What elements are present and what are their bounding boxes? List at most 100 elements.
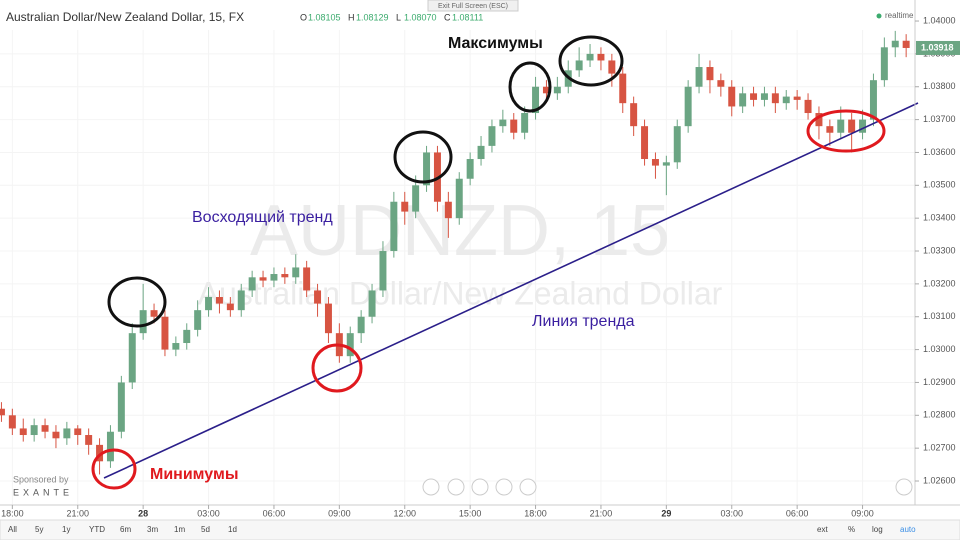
x-tick-label: 12:00 xyxy=(393,508,416,518)
candle-body xyxy=(837,119,845,133)
candle-body xyxy=(368,290,376,317)
min-circle xyxy=(806,109,886,153)
candle-body xyxy=(848,119,856,133)
option-button[interactable]: log xyxy=(872,525,883,534)
range-button[interactable]: 5y xyxy=(35,525,43,534)
candle-body xyxy=(106,431,114,462)
ohlc-value: 1.08129 xyxy=(356,12,389,22)
candle-body xyxy=(510,119,518,133)
candle-body xyxy=(608,60,616,74)
range-button[interactable]: 3m xyxy=(147,525,158,534)
candle-body xyxy=(172,343,180,350)
candle-body xyxy=(30,425,38,436)
candle-body xyxy=(869,80,877,120)
candle-body xyxy=(52,431,60,439)
x-tick-label: 15:00 xyxy=(459,508,482,518)
ohlc-label: C xyxy=(444,12,451,22)
range-button[interactable]: YTD xyxy=(89,525,105,534)
candle-body xyxy=(128,333,136,383)
candle-body xyxy=(717,80,725,87)
candle-body xyxy=(0,408,5,416)
option-button[interactable]: % xyxy=(848,525,855,534)
max-circle xyxy=(393,130,453,184)
range-button[interactable]: 6m xyxy=(120,525,131,534)
zoom-out[interactable] xyxy=(447,478,465,496)
y-tick-label: 1.03100 xyxy=(923,311,956,321)
candle-body xyxy=(804,99,812,114)
exit-button[interactable] xyxy=(427,0,519,12)
candle-body xyxy=(891,40,899,48)
option-button[interactable]: auto xyxy=(900,525,916,534)
y-tick-label: 1.02800 xyxy=(923,410,956,420)
scroll-left[interactable] xyxy=(422,478,440,496)
trend-line xyxy=(103,102,919,479)
y-tick-label: 1.03400 xyxy=(923,213,956,223)
candle-body xyxy=(880,47,888,81)
scroll-right[interactable] xyxy=(519,478,537,496)
x-tick-label: 29 xyxy=(661,508,671,518)
candle-body xyxy=(85,435,93,445)
candle-body xyxy=(346,333,354,357)
exit-label: Exit Full Screen (ESC) xyxy=(438,3,508,10)
y-tick-label: 1.03000 xyxy=(923,344,956,354)
reset[interactable] xyxy=(471,478,489,496)
candle-body xyxy=(771,93,779,104)
candle-body xyxy=(575,60,583,71)
candle-body xyxy=(542,86,550,94)
range-button[interactable]: All xyxy=(8,525,17,534)
candle-body xyxy=(793,96,801,100)
x-tick-label: 06:00 xyxy=(263,508,286,518)
candle-body xyxy=(357,316,365,334)
zoom-in[interactable] xyxy=(495,478,513,496)
candle-body xyxy=(8,415,16,429)
candle-body xyxy=(401,201,409,212)
y-tick-label: 1.04000 xyxy=(923,15,956,25)
candle-body xyxy=(673,126,681,163)
nav-buttons xyxy=(422,478,913,496)
candle-body xyxy=(553,86,561,94)
candle-body xyxy=(826,126,834,133)
candle-body xyxy=(684,86,692,127)
candle-body xyxy=(706,67,714,81)
ohlc-value: 1.08105 xyxy=(308,12,341,22)
candle-body xyxy=(488,126,496,146)
annotation-maxima: Максимумы xyxy=(448,35,543,52)
candle-body xyxy=(444,201,452,219)
candle-body xyxy=(237,290,245,311)
candle-body xyxy=(117,382,125,432)
range-button[interactable]: 1d xyxy=(228,525,237,534)
candle-body xyxy=(662,162,670,166)
candle-body xyxy=(477,145,485,160)
y-tick-label: 1.03300 xyxy=(923,245,956,255)
x-tick-label: 03:00 xyxy=(720,508,743,518)
annotation-minima: Минимумы xyxy=(150,466,238,483)
ohlc-label: O xyxy=(300,12,307,22)
option-button[interactable]: ext xyxy=(817,525,828,534)
realtime-label: realtime xyxy=(885,11,914,20)
sponsor-label: Sponsored by xyxy=(13,474,69,484)
candle-body xyxy=(902,40,910,48)
x-tick-label: 09:00 xyxy=(328,508,351,518)
ohlc-label: L xyxy=(396,12,401,22)
ohlc-label: H xyxy=(348,12,355,22)
scroll-end[interactable] xyxy=(895,478,913,496)
y-tick-label: 1.03200 xyxy=(923,278,956,288)
candle-body xyxy=(412,185,420,212)
candle-body xyxy=(521,113,529,133)
x-tick-label: 18:00 xyxy=(524,508,547,518)
max-circle xyxy=(107,276,167,328)
watermark-name: Australian Dollar/New Zealand Dollar xyxy=(198,275,723,311)
candle-body xyxy=(205,297,213,311)
range-button[interactable]: 1y xyxy=(62,525,70,534)
candle-body xyxy=(815,113,823,127)
y-tick-label: 1.03700 xyxy=(923,114,956,124)
min-circle xyxy=(91,448,137,490)
range-button[interactable]: 5d xyxy=(201,525,210,534)
candle-body xyxy=(183,329,191,344)
x-tick-label: 28 xyxy=(138,508,148,518)
candle-body xyxy=(161,316,169,350)
range-button[interactable]: 1m xyxy=(174,525,185,534)
candle-body xyxy=(455,178,463,219)
